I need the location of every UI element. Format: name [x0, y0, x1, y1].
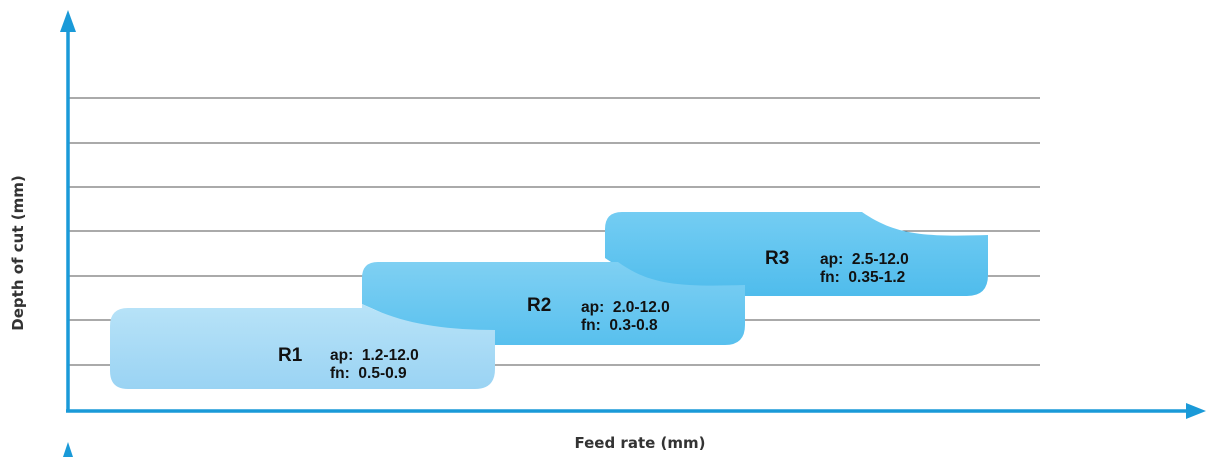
region-fn-r1: fn: 0.5-0.9 — [330, 365, 407, 382]
y-axis-arrowhead — [60, 10, 76, 32]
region-shape-r1 — [110, 304, 495, 389]
x-axis-arrowhead — [1186, 403, 1206, 419]
region-name-r3: R3 — [765, 248, 789, 269]
x-axis-title: Feed rate (mm) — [574, 434, 706, 452]
y-axis-small-arrowhead — [63, 442, 73, 457]
region-fn-r2: fn: 0.3-0.8 — [581, 317, 658, 334]
axes — [60, 10, 1206, 457]
region-name-r2: R2 — [527, 295, 551, 316]
region-ap-r3: ap: 2.5-12.0 — [820, 251, 909, 268]
region-ap-r2: ap: 2.0-12.0 — [581, 299, 670, 316]
region-r3: R3 ap: 2.5-12.0 fn: 0.35-1.2 — [605, 212, 988, 296]
region-name-r1: R1 — [278, 345, 303, 366]
region-shape-r2 — [362, 262, 745, 345]
region-fn-r3: fn: 0.35-1.2 — [820, 269, 905, 286]
region-shape-r3 — [605, 212, 988, 296]
region-ap-r1: ap: 1.2-12.0 — [330, 347, 419, 364]
region-r2: R2 ap: 2.0-12.0 fn: 0.3-0.8 — [362, 262, 745, 345]
region-r1: R1 ap: 1.2-12.0 fn: 0.5-0.9 — [110, 304, 495, 389]
y-axis-title: Depth of cut (mm) — [9, 175, 27, 331]
